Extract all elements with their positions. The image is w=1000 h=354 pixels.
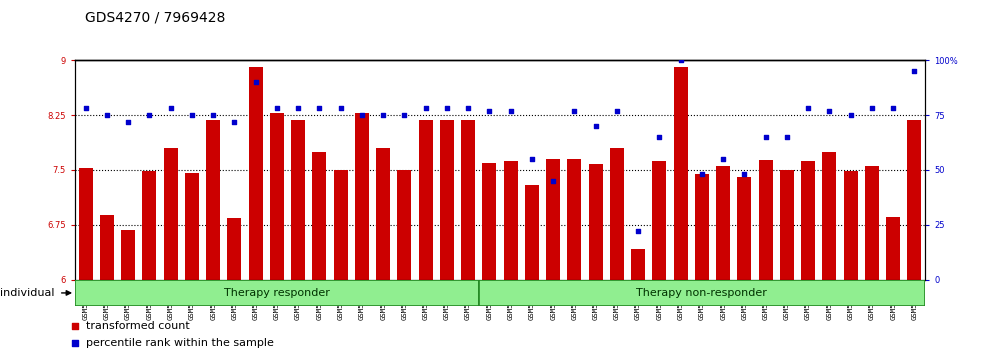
Bar	[610, 148, 624, 280]
Point	[205, 112, 221, 118]
Bar	[801, 161, 815, 280]
Bar	[440, 120, 454, 280]
Point	[120, 119, 136, 125]
Bar	[737, 177, 751, 280]
Bar	[525, 184, 539, 280]
Point	[292, 105, 308, 110]
Point	[292, 266, 308, 271]
Point	[333, 105, 349, 111]
Text: individual: individual	[0, 288, 54, 298]
Point	[269, 105, 285, 111]
Point	[800, 105, 816, 111]
Point	[566, 108, 582, 114]
Bar	[206, 120, 220, 280]
Point	[99, 112, 115, 118]
Bar	[142, 171, 156, 280]
Point	[460, 105, 476, 111]
Bar	[291, 120, 305, 280]
Point	[588, 123, 604, 129]
Text: percentile rank within the sample: percentile rank within the sample	[86, 338, 274, 348]
Point	[311, 105, 327, 111]
Bar	[79, 169, 93, 280]
Point	[248, 79, 264, 85]
Point	[651, 134, 667, 140]
Point	[779, 134, 795, 140]
Point	[184, 112, 200, 118]
Bar	[100, 215, 114, 280]
Point	[715, 156, 731, 162]
FancyBboxPatch shape	[75, 280, 479, 306]
Point	[141, 112, 157, 118]
Bar	[546, 159, 560, 280]
Text: GDS4270 / 7969428: GDS4270 / 7969428	[85, 11, 225, 25]
Point	[503, 108, 519, 114]
Bar	[312, 152, 326, 280]
Point	[375, 112, 391, 118]
Text: Therapy non-responder: Therapy non-responder	[636, 288, 767, 298]
Bar	[865, 166, 879, 280]
Bar	[461, 120, 475, 280]
Bar	[567, 159, 581, 280]
Bar	[652, 161, 666, 280]
Bar	[355, 113, 369, 280]
Bar	[504, 161, 518, 280]
Point	[290, 105, 306, 111]
Bar	[482, 162, 496, 280]
Point	[524, 156, 540, 162]
Bar	[589, 164, 603, 280]
Point	[78, 105, 94, 111]
Bar	[249, 68, 263, 280]
Bar	[164, 148, 178, 280]
Bar	[886, 217, 900, 280]
Point	[609, 108, 625, 114]
Point	[821, 108, 837, 114]
Text: transformed count: transformed count	[86, 321, 190, 331]
Point	[843, 112, 859, 118]
Point	[885, 105, 901, 111]
Point	[481, 108, 497, 114]
Point	[439, 105, 455, 111]
Point	[673, 57, 689, 63]
Bar	[695, 174, 709, 280]
Point	[354, 112, 370, 118]
Point	[545, 178, 561, 184]
Bar	[844, 171, 858, 280]
Bar	[780, 170, 794, 280]
Bar	[759, 160, 773, 280]
Bar	[822, 152, 836, 280]
Point	[694, 171, 710, 177]
Bar	[907, 120, 921, 280]
Bar	[334, 170, 348, 280]
Bar	[419, 120, 433, 280]
Bar	[631, 249, 645, 280]
Point	[736, 171, 752, 177]
FancyBboxPatch shape	[479, 280, 925, 306]
Bar	[376, 148, 390, 280]
Bar	[227, 218, 241, 280]
Point	[630, 229, 646, 234]
Bar	[397, 170, 411, 280]
Bar	[270, 113, 284, 280]
Point	[906, 68, 922, 74]
Point	[163, 105, 179, 111]
Point	[758, 134, 774, 140]
Point	[864, 105, 880, 111]
Bar	[185, 173, 199, 280]
Point	[226, 119, 242, 125]
Text: Therapy responder: Therapy responder	[224, 288, 330, 298]
Bar	[121, 230, 135, 280]
Point	[418, 105, 434, 111]
Bar	[716, 166, 730, 280]
Point	[396, 112, 412, 118]
Bar	[674, 68, 688, 280]
